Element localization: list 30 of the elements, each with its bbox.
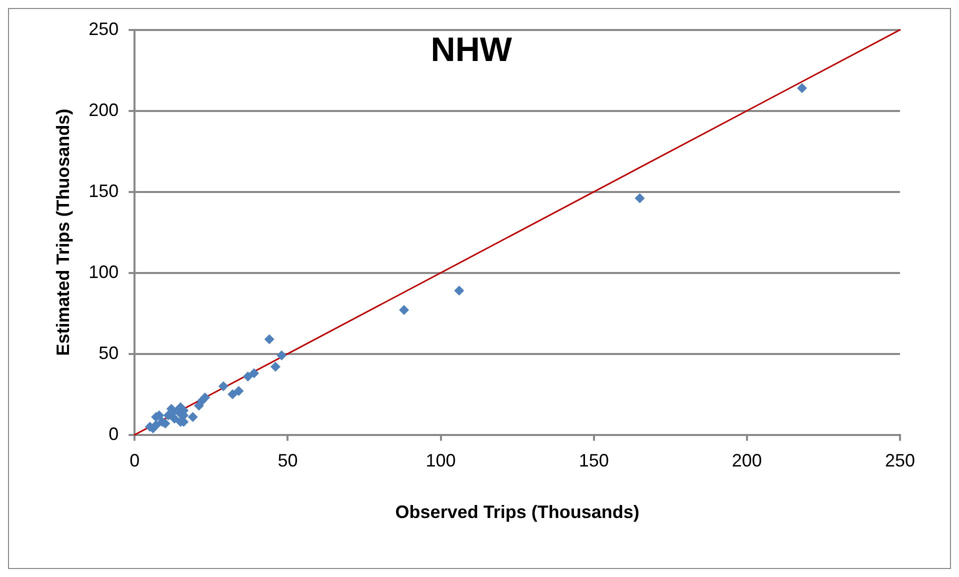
point [270,362,280,372]
x-tick-label: 250 [884,450,916,471]
y-tick-label: 150 [88,180,119,201]
y-tick-label: 50 [98,342,119,363]
point [249,368,260,378]
point [454,286,464,296]
point [218,381,228,392]
x-tick-label: 150 [578,450,609,471]
point [194,400,204,411]
x-tick-label: 50 [278,450,298,471]
point [188,412,198,422]
point [276,350,287,360]
y-tick-label: 250 [88,18,119,39]
x-axis-title: Observed Trips (Thousands) [395,502,640,522]
x-tick-label: 0 [130,450,140,471]
point [264,334,274,344]
point [634,193,645,204]
y-tick-label: 100 [88,262,119,282]
x-tick-label: 200 [732,450,762,471]
y-axis-title: Estimated Trips (Thuosands) [52,108,73,356]
chart-title: NHW [430,31,513,70]
point [228,389,238,400]
point [797,83,808,94]
point [242,371,253,382]
point [234,386,244,396]
point [151,420,162,430]
x-tick-label: 100 [426,450,456,471]
point [399,305,410,316]
y-tick-label: 200 [88,100,119,120]
y-tick-label: 0 [108,424,119,444]
